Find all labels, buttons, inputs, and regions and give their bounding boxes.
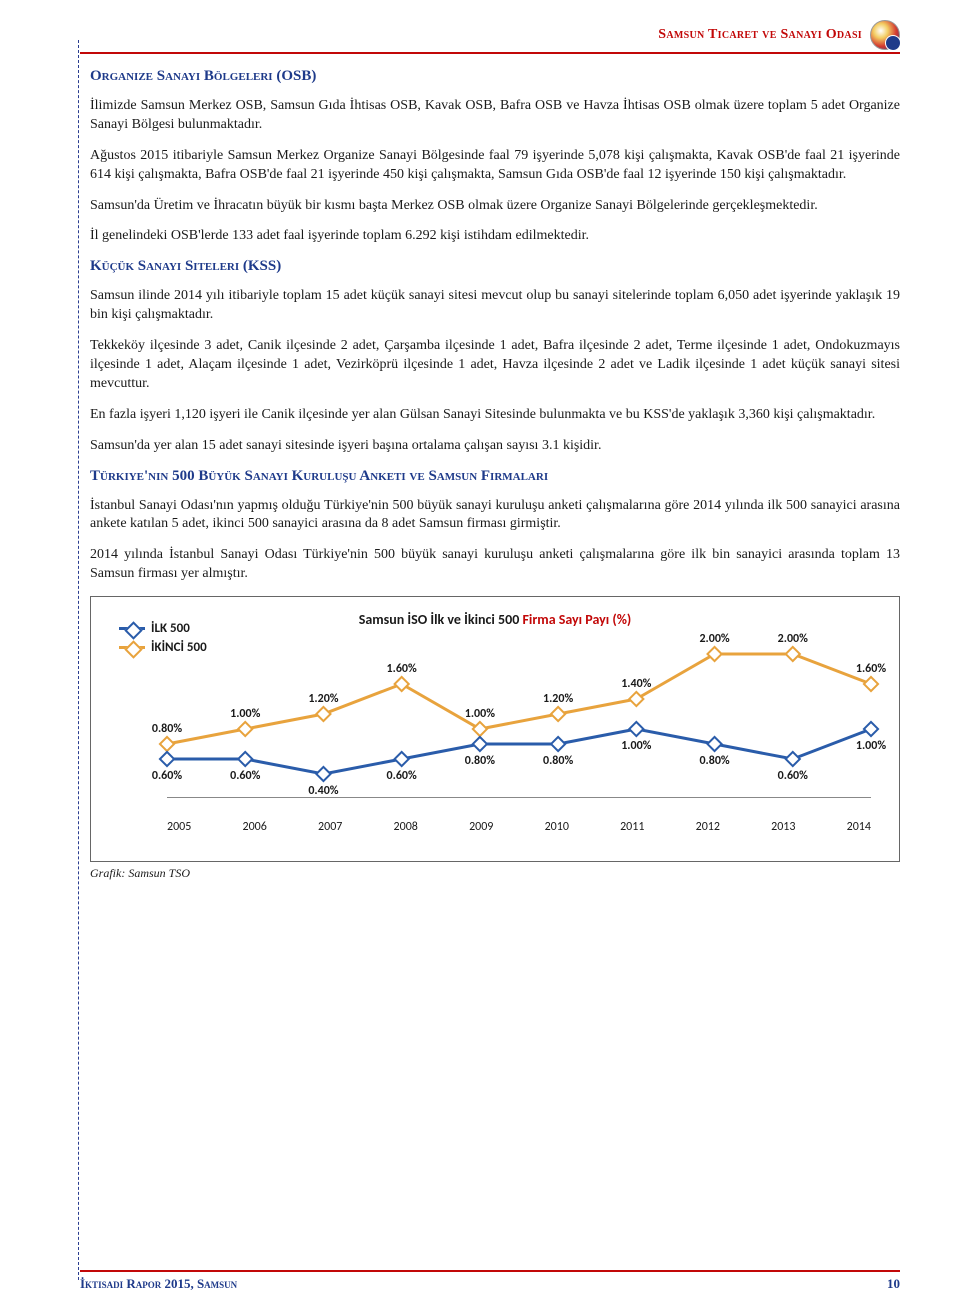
axis-year-label: 2012 bbox=[696, 820, 720, 834]
org-name: Samsun Ticaret ve Sanayi Odası bbox=[658, 27, 862, 43]
legend-swatch-icon bbox=[119, 646, 145, 649]
heading-iso500: Türkiye'nin 500 Büyük Sanayi Kuruluşu An… bbox=[90, 468, 900, 485]
content: Organize Sanayi Bölgeleri (OSB) İlimizde… bbox=[80, 68, 900, 881]
x-axis-rule bbox=[167, 797, 871, 798]
page: Samsun Ticaret ve Sanayi Odası Organize … bbox=[0, 0, 960, 1310]
paragraph: Tekkeköy ilçesinde 3 adet, Canik ilçesin… bbox=[90, 337, 900, 394]
chart-title-text: Samsun İSO İlk ve İkinci 500 Firma Sayı … bbox=[359, 611, 632, 628]
logo-icon bbox=[870, 20, 900, 50]
paragraph: Ağustos 2015 itibariyle Samsun Merkez Or… bbox=[90, 147, 900, 185]
footer-row: İktisadi Rapor 2015, Samsun 10 bbox=[80, 1276, 900, 1292]
heading-osb: Organize Sanayi Bölgeleri (OSB) bbox=[90, 68, 900, 85]
paragraph: İstanbul Sanayi Odası'nın yapmış olduğu … bbox=[90, 497, 900, 535]
chart-plot: 0.80%1.00%1.20%1.60%1.00%1.20%1.40%2.00%… bbox=[167, 639, 871, 789]
paragraph: İlimizde Samsun Merkez OSB, Samsun Gıda … bbox=[90, 97, 900, 135]
chart-title: Samsun İSO İlk ve İkinci 500 Firma Sayı … bbox=[109, 611, 881, 628]
chart-container: İLK 500 İKİNCİ 500 Samsun İSO İlk ve İki… bbox=[90, 596, 900, 862]
page-footer: İktisadi Rapor 2015, Samsun 10 bbox=[80, 1270, 900, 1292]
footer-left: İktisadi Rapor 2015, Samsun bbox=[80, 1276, 237, 1292]
heading-kss: Küçük Sanayi Siteleri (KSS) bbox=[90, 258, 900, 275]
legend-item-ilk500: İLK 500 bbox=[119, 621, 207, 636]
axis-year-label: 2013 bbox=[771, 820, 795, 834]
axis-year-label: 2009 bbox=[469, 820, 493, 834]
axis-year-label: 2014 bbox=[847, 820, 871, 834]
axis-year-label: 2011 bbox=[620, 820, 644, 834]
axis-year-label: 2008 bbox=[394, 820, 418, 834]
paragraph: İl genelindeki OSB'lerde 133 adet faal i… bbox=[90, 227, 900, 246]
axis-year-label: 2006 bbox=[243, 820, 267, 834]
paragraph: Samsun'da Üretim ve İhracatın büyük bir … bbox=[90, 197, 900, 216]
paragraph: En fazla işyeri 1,120 işyeri ile Canik i… bbox=[90, 406, 900, 425]
legend-label: İLK 500 bbox=[151, 621, 190, 636]
paragraph: 2014 yılında İstanbul Sanayi Odası Türki… bbox=[90, 546, 900, 584]
footer-rule bbox=[80, 1270, 900, 1272]
footer-page-number: 10 bbox=[887, 1276, 900, 1292]
chart: İLK 500 İKİNCİ 500 Samsun İSO İlk ve İki… bbox=[109, 611, 881, 851]
axis-year-label: 2005 bbox=[167, 820, 191, 834]
x-axis-labels: 2005 2006 2007 2008 2009 2010 2011 2012 2013 2014 bbox=[167, 820, 871, 834]
paragraph: Samsun ilinde 2014 yılı itibariyle topla… bbox=[90, 287, 900, 325]
axis-year-label: 2007 bbox=[318, 820, 342, 834]
axis-year-label: 2010 bbox=[545, 820, 569, 834]
page-header: Samsun Ticaret ve Sanayi Odası bbox=[80, 20, 900, 50]
chart-caption: Grafik: Samsun TSO bbox=[90, 866, 900, 881]
paragraph: Samsun'da yer alan 15 adet sanayi sitesi… bbox=[90, 437, 900, 456]
left-margin-rule bbox=[78, 40, 79, 1280]
legend-swatch-icon bbox=[119, 627, 145, 630]
header-rule bbox=[80, 52, 900, 54]
